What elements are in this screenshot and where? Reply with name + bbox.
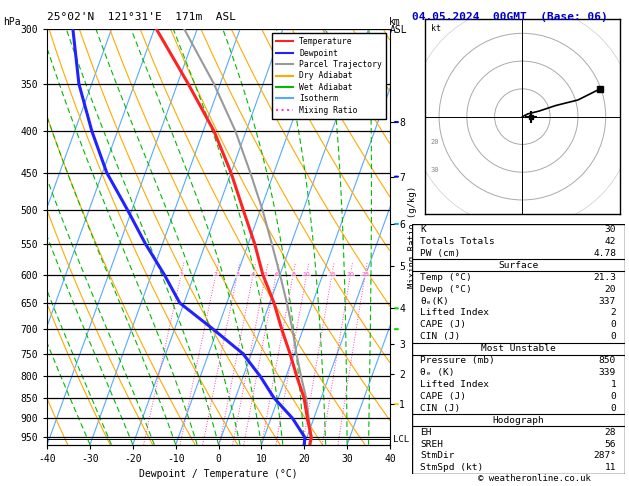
Text: 337: 337: [599, 296, 616, 306]
Text: StmSpd (kt): StmSpd (kt): [421, 463, 484, 472]
Text: hPa: hPa: [3, 17, 21, 27]
Text: 8: 8: [291, 272, 295, 277]
Text: StmDir: StmDir: [421, 451, 455, 460]
Text: 4.78: 4.78: [593, 249, 616, 258]
Text: 5: 5: [264, 272, 268, 277]
Text: 2: 2: [610, 309, 616, 317]
Text: km: km: [389, 17, 401, 27]
X-axis label: Dewpoint / Temperature (°C): Dewpoint / Temperature (°C): [139, 469, 298, 479]
Text: 20: 20: [347, 272, 354, 277]
Text: 25: 25: [361, 272, 369, 277]
Text: K: K: [421, 225, 426, 234]
Text: Lifted Index: Lifted Index: [421, 380, 489, 389]
Text: 10: 10: [303, 272, 311, 277]
Text: ASL: ASL: [389, 25, 407, 35]
Text: kt: kt: [431, 23, 441, 33]
Text: Most Unstable: Most Unstable: [481, 344, 555, 353]
Text: 1: 1: [179, 272, 183, 277]
Text: 20: 20: [431, 139, 439, 145]
Text: Hodograph: Hodograph: [493, 416, 544, 425]
Text: 56: 56: [604, 439, 616, 449]
Text: 28: 28: [604, 428, 616, 436]
Text: Dewp (°C): Dewp (°C): [421, 285, 472, 294]
Y-axis label: Mixing Ratio (g/kg): Mixing Ratio (g/kg): [408, 186, 416, 288]
Text: 15: 15: [328, 272, 336, 277]
Text: LCL: LCL: [393, 434, 409, 444]
Text: Pressure (mb): Pressure (mb): [421, 356, 495, 365]
Text: 0: 0: [610, 404, 616, 413]
Text: 21.3: 21.3: [593, 273, 616, 282]
Text: EH: EH: [421, 428, 432, 436]
Text: 850: 850: [599, 356, 616, 365]
Text: 3: 3: [235, 272, 240, 277]
Text: θₑ (K): θₑ (K): [421, 368, 455, 377]
Text: CIN (J): CIN (J): [421, 404, 461, 413]
Text: 42: 42: [604, 237, 616, 246]
Text: 11: 11: [604, 463, 616, 472]
Text: 4: 4: [251, 272, 255, 277]
Text: 0: 0: [610, 332, 616, 341]
Text: 30: 30: [604, 225, 616, 234]
Legend: Temperature, Dewpoint, Parcel Trajectory, Dry Adiabat, Wet Adiabat, Isotherm, Mi: Temperature, Dewpoint, Parcel Trajectory…: [272, 33, 386, 119]
Text: 339: 339: [599, 368, 616, 377]
Text: CIN (J): CIN (J): [421, 332, 461, 341]
Text: 04.05.2024  00GMT  (Base: 06): 04.05.2024 00GMT (Base: 06): [412, 12, 608, 22]
Text: © weatheronline.co.uk: © weatheronline.co.uk: [478, 474, 591, 483]
Text: 30: 30: [431, 167, 439, 173]
Text: 20: 20: [604, 285, 616, 294]
Text: 0: 0: [610, 320, 616, 330]
Text: 25°02'N  121°31'E  171m  ASL: 25°02'N 121°31'E 171m ASL: [47, 12, 236, 22]
Text: Totals Totals: Totals Totals: [421, 237, 495, 246]
Text: 0: 0: [610, 392, 616, 401]
Text: Lifted Index: Lifted Index: [421, 309, 489, 317]
Text: 287°: 287°: [593, 451, 616, 460]
Text: PW (cm): PW (cm): [421, 249, 461, 258]
Text: 1: 1: [610, 380, 616, 389]
Text: θₑ(K): θₑ(K): [421, 296, 449, 306]
Text: Temp (°C): Temp (°C): [421, 273, 472, 282]
Text: CAPE (J): CAPE (J): [421, 392, 467, 401]
Text: Surface: Surface: [498, 261, 538, 270]
Text: 6: 6: [274, 272, 278, 277]
Text: SREH: SREH: [421, 439, 443, 449]
Text: CAPE (J): CAPE (J): [421, 320, 467, 330]
Text: 2: 2: [214, 272, 218, 277]
